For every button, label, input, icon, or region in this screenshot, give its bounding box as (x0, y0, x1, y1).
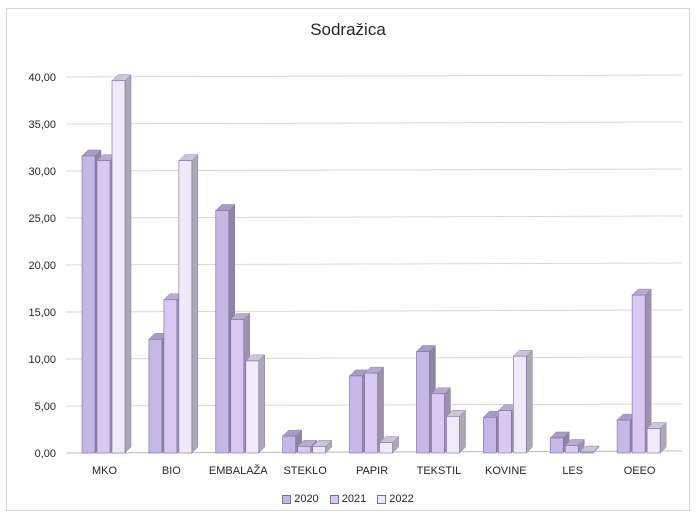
bar-front (549, 437, 564, 454)
y-tick-label: 0,00 (35, 448, 56, 460)
x-category-label: KOVINE (485, 465, 527, 477)
bar-papir-2022 (378, 436, 400, 454)
bar-front (215, 210, 230, 454)
legend-swatch-2021 (329, 494, 339, 504)
bar-front (513, 355, 527, 454)
x-category-label: TEKSTIL (417, 465, 462, 477)
bar-side (459, 409, 466, 454)
legend-item-2021: 2021 (329, 493, 367, 505)
gridline (65, 309, 683, 313)
bar-front (178, 160, 193, 454)
x-category-label: LES (562, 465, 583, 477)
legend-swatch-2020 (282, 494, 292, 504)
bar-embalaža-2022 (245, 354, 266, 454)
bar-side (124, 74, 132, 454)
y-tick-label: 10,00 (28, 354, 56, 366)
bar-front (631, 294, 646, 454)
bar-oeeo-2022 (646, 421, 667, 454)
gridline (65, 121, 683, 125)
chart-legend: 2020 2021 2022 (0, 493, 696, 505)
bar-side (191, 154, 199, 454)
bar-front (379, 442, 393, 454)
y-tick-label: 15,00 (28, 307, 56, 319)
bar-steklo-2022 (312, 439, 333, 454)
bar-front (111, 80, 126, 454)
bar-front (297, 446, 311, 454)
chart-title: Sodražica (310, 20, 386, 39)
bar-front (245, 360, 260, 454)
y-tick-label: 35,00 (28, 119, 56, 131)
bar-front (579, 451, 594, 454)
bar-front (616, 419, 631, 454)
bar-front (282, 435, 296, 454)
bar-oeeo-2021 (631, 288, 652, 454)
legend-label-2020: 2020 (294, 493, 319, 505)
bar-front (230, 319, 245, 454)
x-category-label: EMBALAŽA (209, 464, 268, 477)
bar-mko-2022 (111, 74, 132, 454)
legend-label-2022: 2022 (389, 493, 414, 505)
bar-front (431, 393, 445, 454)
legend-item-2022: 2022 (377, 493, 414, 505)
bar-front (446, 416, 460, 454)
bar-les-2020 (549, 431, 570, 454)
gridline (65, 262, 683, 266)
y-tick-label: 30,00 (28, 166, 56, 178)
x-category-label: BIO (162, 465, 181, 477)
legend-swatch-2022 (377, 494, 387, 504)
bar-steklo-2020 (282, 429, 303, 454)
bar-side (526, 349, 533, 454)
x-category-label: PAPIR (356, 465, 388, 477)
y-tick-label: 20,00 (28, 260, 56, 272)
bar-front (349, 375, 363, 454)
bar-front (483, 416, 497, 454)
bar-front (416, 351, 430, 454)
x-category-label: OEEO (624, 465, 656, 477)
bar-front (312, 446, 326, 454)
bar-front (81, 155, 96, 454)
bar-front (148, 338, 163, 454)
x-category-label: STEKLO (283, 465, 327, 477)
bar-papir-2021 (363, 366, 385, 454)
bar-les-2022 (579, 445, 600, 454)
y-tick-label: 5,00 (35, 401, 56, 413)
bar-front (364, 372, 378, 454)
bar-kovine-2022 (512, 349, 533, 454)
legend-item-2020: 2020 (282, 493, 319, 505)
gridline (65, 74, 683, 78)
bar-mko-2021 (96, 154, 117, 454)
bar-tekstil-2022 (445, 409, 467, 454)
bar-les-2021 (564, 438, 585, 454)
gridline (65, 215, 683, 219)
bar-front (96, 160, 111, 454)
gridline (65, 168, 683, 172)
y-tick-label: 25,00 (28, 213, 56, 225)
x-category-label: MKO (92, 465, 118, 477)
bar-front (498, 410, 512, 454)
bar-side (258, 354, 266, 454)
bar-front (564, 445, 579, 454)
bar-front (646, 428, 661, 454)
legend-label-2021: 2021 (341, 493, 367, 505)
bar-front (163, 299, 178, 454)
bar-bio-2022 (178, 154, 199, 454)
y-tick-label: 40,00 (28, 72, 56, 84)
